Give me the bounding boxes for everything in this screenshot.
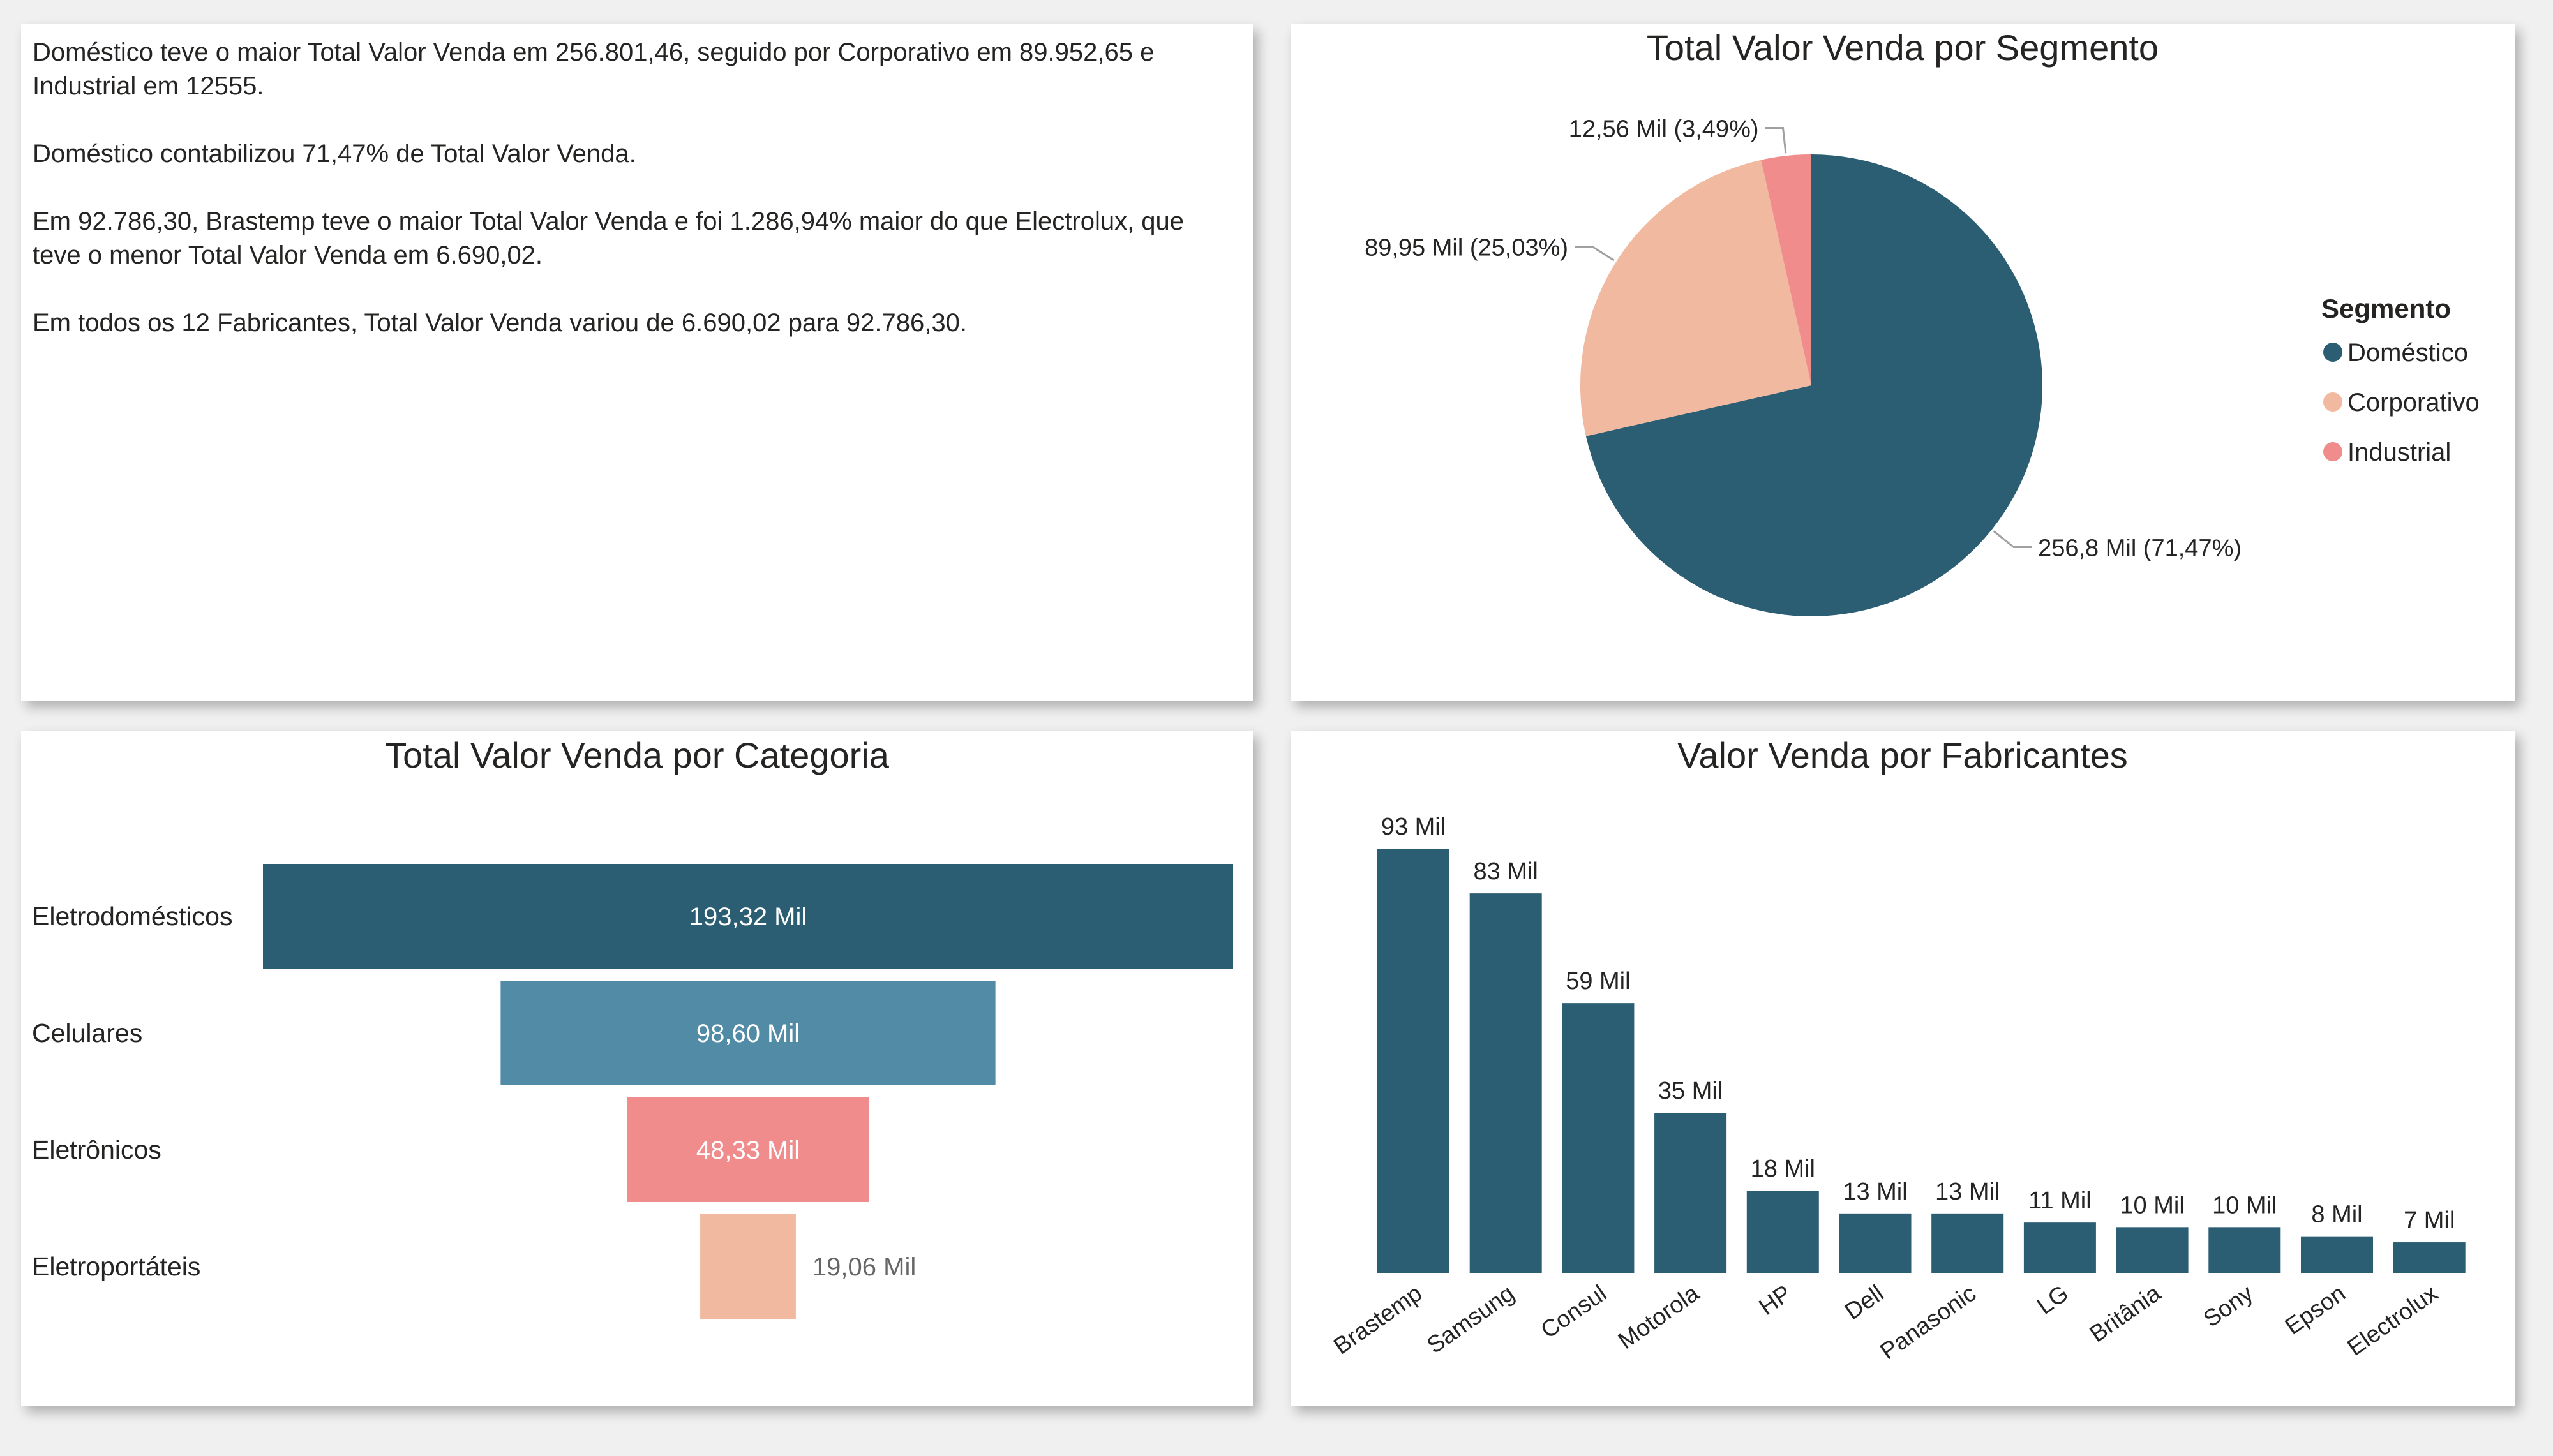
pie-slice-industrial[interactable]: [1761, 154, 1811, 385]
legend-title: Segmento: [2321, 293, 2451, 323]
narrative-paragraph: Em 92.786,30, Brastemp teve o maior Tota…: [33, 207, 1185, 269]
pie-leader-line: [1765, 126, 1787, 154]
bar[interactable]: [2208, 1227, 2281, 1273]
x-tick-label: Motorola: [1613, 1280, 1704, 1354]
funnel-data-label: 19,06 Mil: [812, 1253, 916, 1281]
bar-data-label: 13 Mil: [1843, 1178, 1907, 1205]
pie-slice-corporativo[interactable]: [1580, 160, 1811, 436]
x-tick-label: Brastemp: [1329, 1280, 1426, 1359]
bar[interactable]: [1839, 1213, 1912, 1273]
narrative-paragraph: Doméstico contabilizou 71,47% de Total V…: [33, 140, 636, 168]
bar[interactable]: [1746, 1190, 1819, 1273]
bar-chart-panel[interactable]: Valor Venda por Fabricantes 93 Mil Braste…: [1291, 731, 2515, 1406]
pie-leader-line: [1575, 246, 1615, 262]
bar[interactable]: [2023, 1222, 2096, 1273]
pie-data-label: 12,56 Mil (3,49%): [1569, 115, 1759, 142]
bar[interactable]: [2116, 1227, 2189, 1273]
x-tick-label: HP: [1754, 1280, 1796, 1320]
funnel-data-label: 193,32 Mil: [689, 903, 807, 931]
legend-marker: [2323, 442, 2342, 461]
x-tick-label: Consul: [1536, 1280, 1612, 1344]
bar-data-label: 35 Mil: [1658, 1078, 1723, 1104]
bar-data-label: 11 Mil: [2028, 1187, 2092, 1214]
narrative-paragraph: Em todos os 12 Fabricantes, Total Valor …: [33, 309, 967, 337]
pie-slice-doméstico[interactable]: [1585, 154, 2042, 616]
bar[interactable]: [1654, 1113, 1727, 1273]
x-tick-label: Electrolux: [2342, 1280, 2443, 1361]
funnel-bar[interactable]: [500, 981, 996, 1085]
pie-chart-panel[interactable]: Total Valor Venda por Segmento 256,8 Mil…: [1291, 24, 2515, 701]
bar-data-label: 83 Mil: [1474, 858, 1538, 885]
funnel-data-label: 98,60 Mil: [696, 1020, 800, 1048]
pie-data-label: 256,8 Mil (71,47%): [2038, 535, 2242, 562]
pie-leader-line: [1993, 530, 2032, 549]
x-tick-label: Epson: [2280, 1280, 2350, 1340]
x-tick-label: Britânia: [2085, 1280, 2166, 1348]
funnel-category-label: Eletrodomésticos: [32, 902, 232, 931]
legend-marker: [2323, 343, 2342, 362]
legend-item[interactable]: Corporativo: [2347, 389, 2480, 417]
funnel-category-label: Celulares: [32, 1018, 142, 1048]
bar[interactable]: [1562, 1003, 1635, 1273]
funnel-category-label: Eletrônicos: [32, 1135, 161, 1164]
funnel-chart[interactable]: Eletrodomésticos 193,32 Mil Celulares 98,60…: [21, 731, 1253, 1406]
pie-chart[interactable]: 256,8 Mil (71,47%) 89,95 Mil (25,03%) 12,5…: [1291, 24, 2515, 701]
narrative-panel: Doméstico teve o maior Total Valor Venda…: [21, 24, 1253, 701]
smart-narrative: Doméstico teve o maior Total Valor Venda…: [33, 36, 1215, 374]
funnel-chart-panel[interactable]: Total Valor Venda por Categoria Eletrodo…: [21, 731, 1253, 1406]
bar-data-label: 18 Mil: [1751, 1155, 1815, 1182]
chart-title: Total Valor Venda por Segmento: [1646, 27, 2159, 68]
bar[interactable]: [1377, 849, 1449, 1273]
legend-item[interactable]: Industrial: [2347, 438, 2451, 466]
legend-marker: [2323, 392, 2342, 412]
bar-chart[interactable]: 93 Mil Brastemp 83 Mil Samsung 59 Mil Consul 3…: [1291, 731, 2515, 1406]
funnel-data-label: 48,33 Mil: [696, 1136, 800, 1164]
x-tick-label: LG: [2032, 1280, 2073, 1319]
funnel-bar[interactable]: [627, 1097, 869, 1202]
bar-data-label: 93 Mil: [1381, 813, 1446, 840]
bar[interactable]: [2393, 1242, 2466, 1273]
bar-data-label: 10 Mil: [2212, 1192, 2277, 1219]
bar-data-label: 59 Mil: [1566, 968, 1630, 995]
x-tick-label: Panasonic: [1875, 1280, 1980, 1365]
funnel-bar[interactable]: [263, 864, 1233, 969]
x-tick-label: Sony: [2199, 1280, 2258, 1332]
x-tick-label: Dell: [1840, 1280, 1889, 1325]
bar-data-label: 10 Mil: [2120, 1192, 2184, 1219]
funnel-category-label: Eletroportáteis: [32, 1252, 200, 1281]
chart-title: Valor Venda por Fabricantes: [1677, 735, 2128, 775]
pie-data-label: 89,95 Mil (25,03%): [1365, 235, 1568, 262]
bar[interactable]: [1469, 893, 1542, 1273]
bar-data-label: 8 Mil: [2311, 1201, 2362, 1228]
bar[interactable]: [1931, 1213, 2004, 1273]
chart-title: Total Valor Venda por Categoria: [385, 735, 889, 775]
x-tick-label: Samsung: [1422, 1280, 1519, 1358]
bar-data-label: 7 Mil: [2404, 1207, 2455, 1234]
bar[interactable]: [2301, 1236, 2373, 1273]
narrative-paragraph: Doméstico teve o maior Total Valor Venda…: [33, 38, 1155, 100]
funnel-bar[interactable]: [700, 1214, 796, 1319]
legend-item[interactable]: Doméstico: [2347, 339, 2468, 367]
bar-data-label: 13 Mil: [1935, 1178, 2000, 1205]
